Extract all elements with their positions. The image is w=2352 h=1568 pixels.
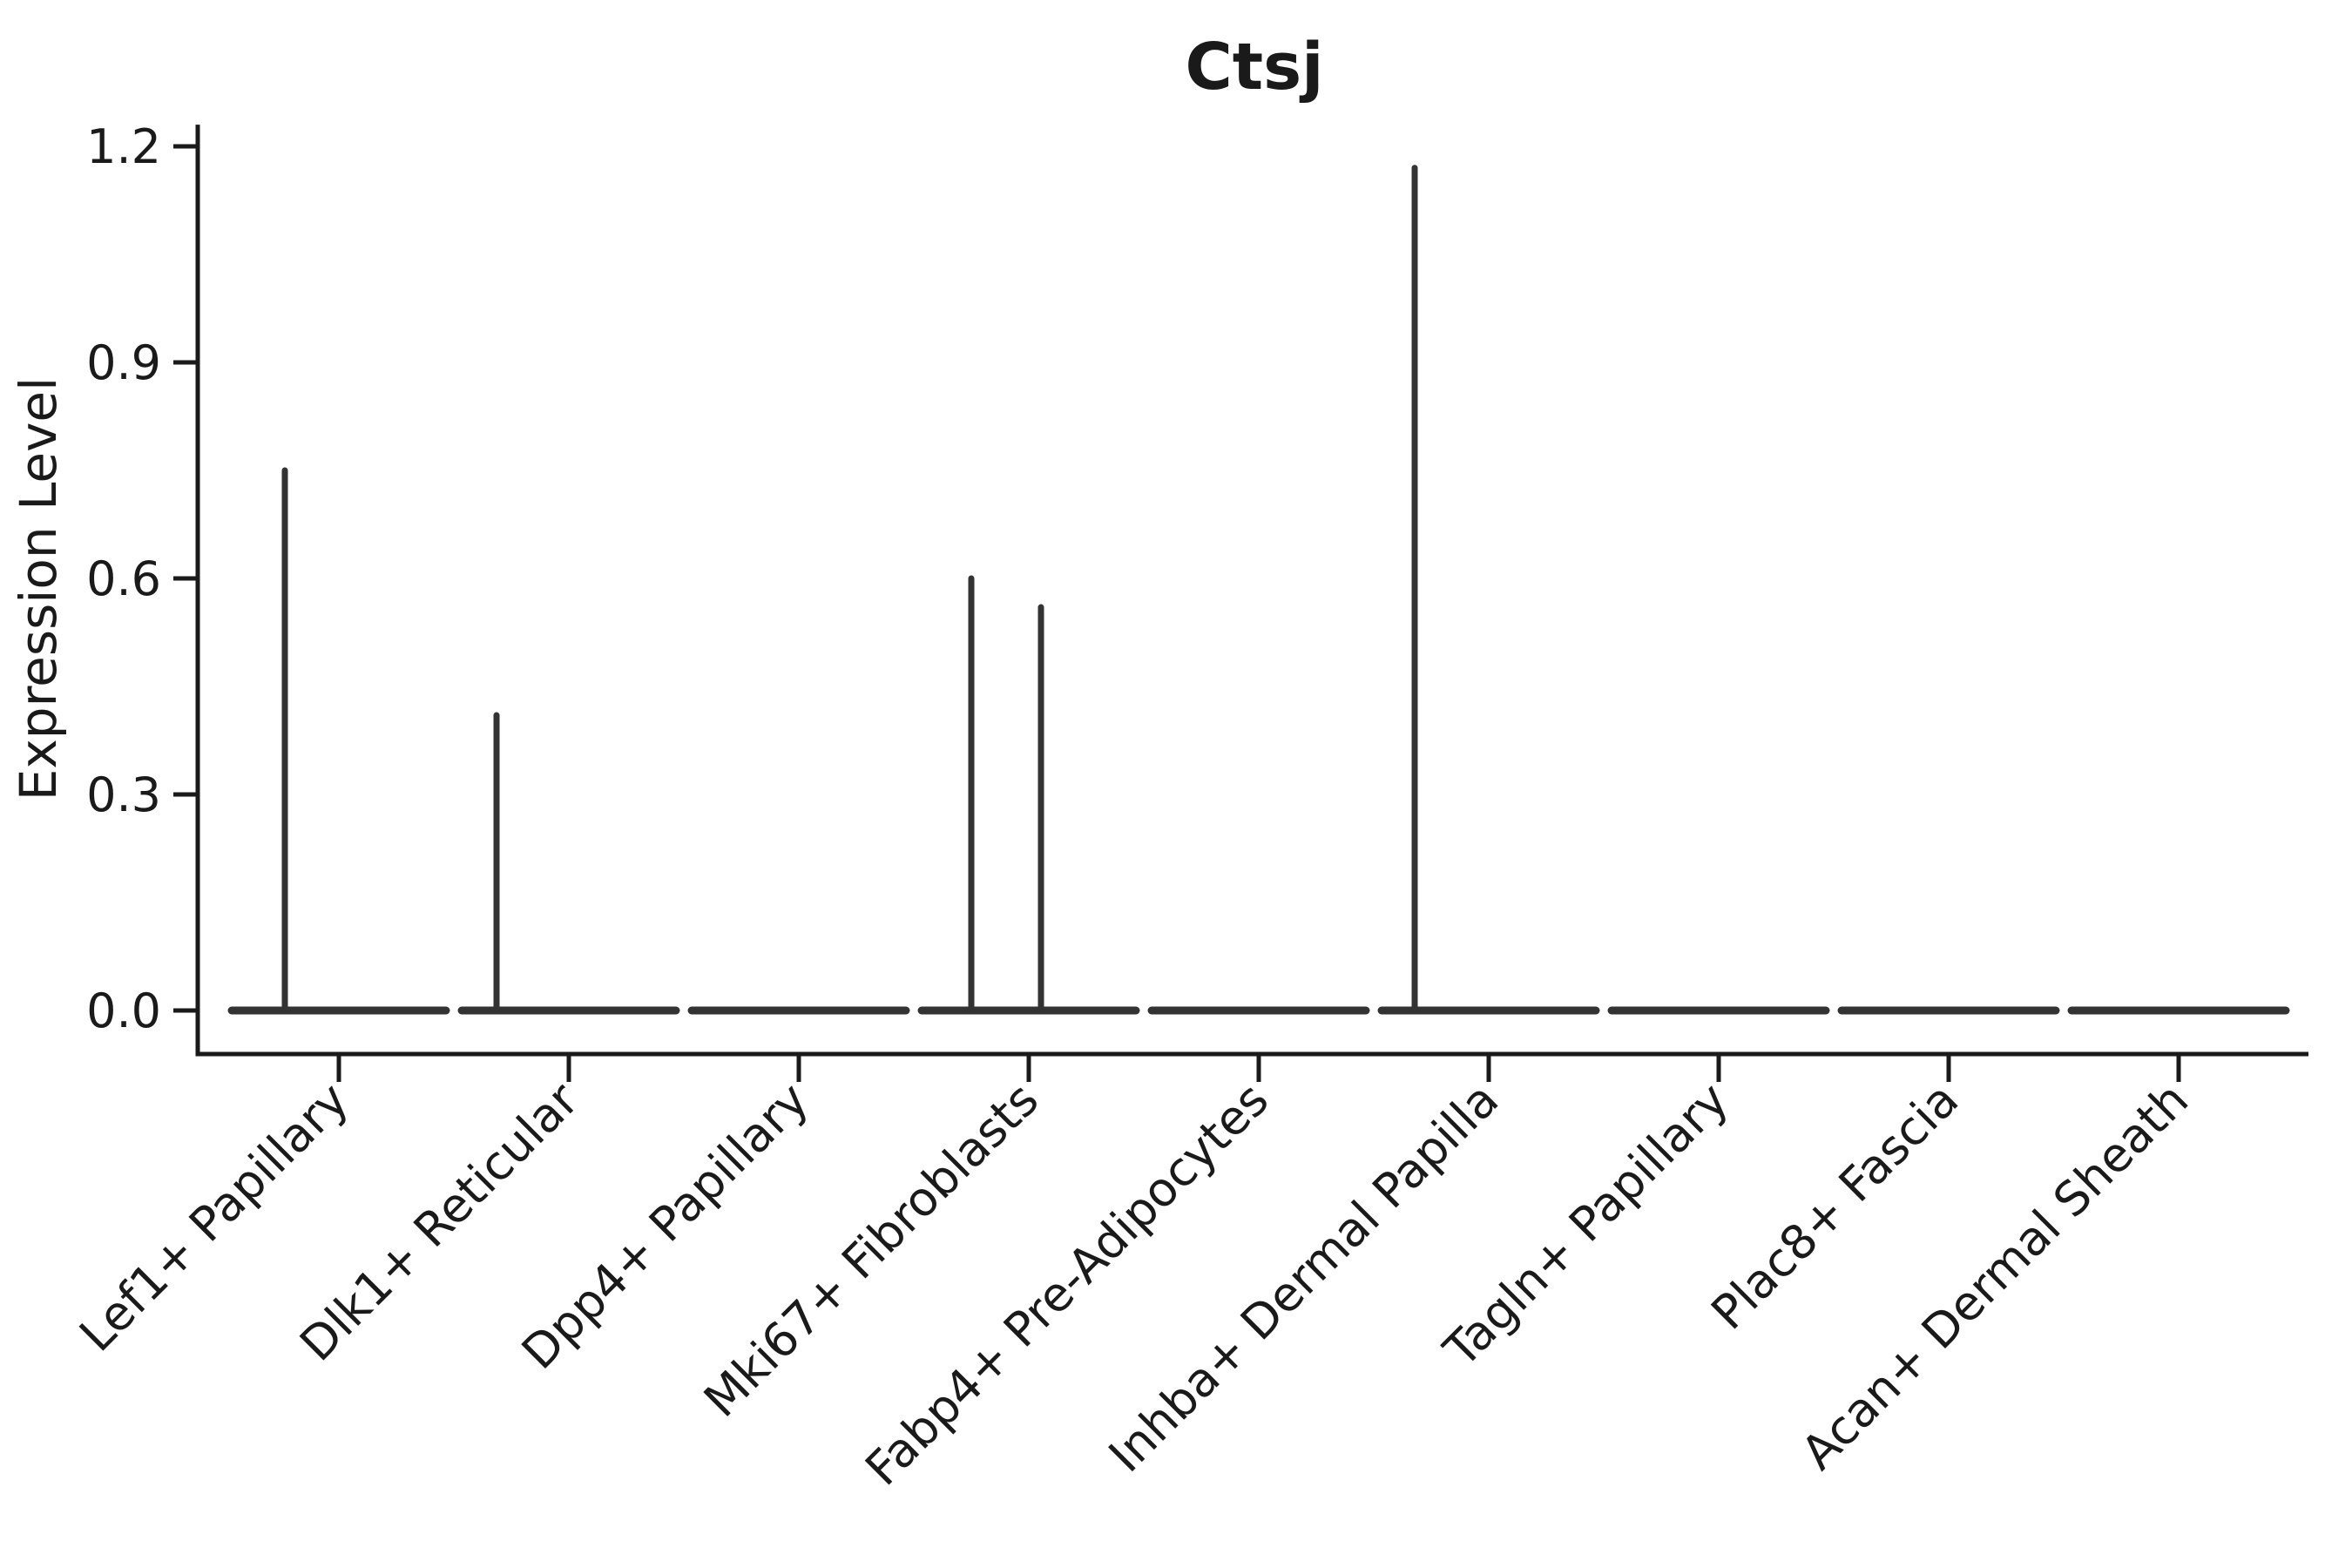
violins-layer (227, 165, 2290, 1015)
y-tick-label: 0.3 (86, 767, 161, 822)
x-tick-label: Inhba+ Dermal Papilla (1098, 1072, 1509, 1483)
y-tick-label: 0.9 (86, 335, 161, 390)
y-tick-label: 0.6 (86, 551, 161, 606)
x-tick-label: Acan+ Dermal Sheath (1791, 1072, 2199, 1480)
x-tick-label: Plac8+ Fascia (1700, 1072, 1969, 1341)
chart-title: Ctsj (1185, 30, 1323, 105)
y-axis-label: Expression Level (9, 377, 68, 801)
x-tick-label: Fabp4+ Pre-Adipocytes (855, 1072, 1279, 1497)
y-tick-label: 1.2 (86, 119, 161, 174)
y-tick-label: 0.0 (86, 983, 161, 1038)
